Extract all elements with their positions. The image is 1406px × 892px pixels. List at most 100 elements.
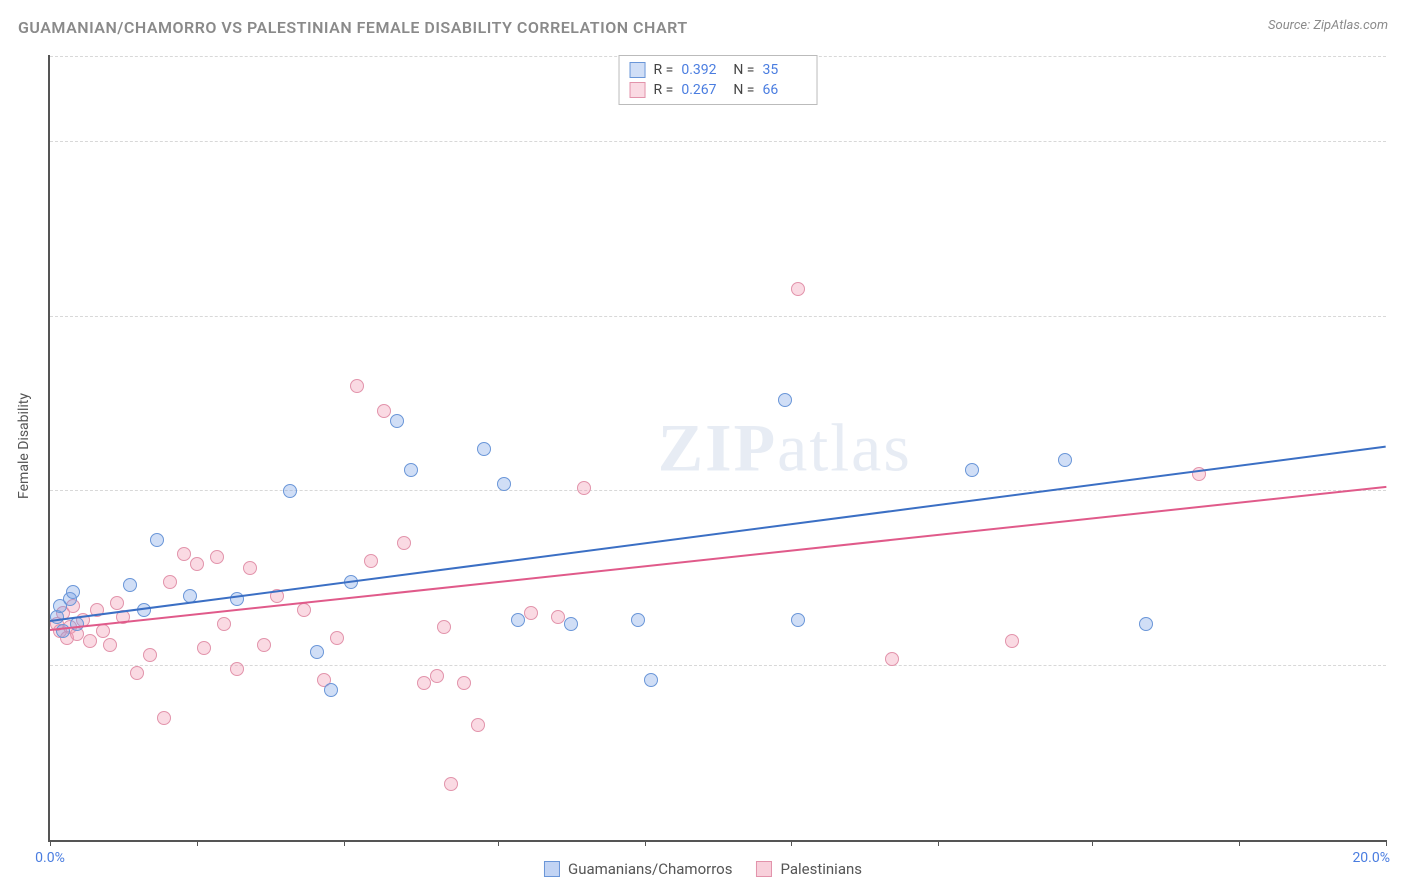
gridline xyxy=(50,141,1386,142)
y-tick-label: 20.0% xyxy=(1394,467,1406,483)
scatter-point xyxy=(551,610,565,624)
legend-item: Guamanians/Chamorros xyxy=(544,860,732,878)
scatter-point xyxy=(243,561,257,575)
chart-title: GUAMANIAN/CHAMORRO VS PALESTINIAN FEMALE… xyxy=(18,18,688,37)
x-tick-mark xyxy=(1239,840,1240,846)
scatter-point xyxy=(197,641,211,655)
x-tick-label: 20.0% xyxy=(1352,850,1390,866)
scatter-point xyxy=(511,613,525,627)
scatter-point xyxy=(457,676,471,690)
scatter-point xyxy=(644,673,658,687)
scatter-point xyxy=(217,617,231,631)
scatter-plot-area: ZIPatlas R =0.392N =35R =0.267N =66 10.0… xyxy=(48,55,1386,842)
legend-swatch xyxy=(756,861,772,877)
scatter-point xyxy=(791,613,805,627)
x-tick-label: 0.0% xyxy=(35,850,65,866)
scatter-point xyxy=(497,477,511,491)
scatter-point xyxy=(364,554,378,568)
x-tick-mark xyxy=(344,840,345,846)
scatter-point xyxy=(965,463,979,477)
scatter-point xyxy=(177,547,191,561)
scatter-point xyxy=(230,662,244,676)
scatter-point xyxy=(885,652,899,666)
scatter-point xyxy=(564,617,578,631)
trend-line xyxy=(50,446,1386,622)
source-attribution: Source: ZipAtlas.com xyxy=(1268,18,1388,33)
scatter-point xyxy=(110,596,124,610)
x-tick-mark xyxy=(498,840,499,846)
scatter-point xyxy=(66,585,80,599)
x-tick-mark xyxy=(938,840,939,846)
scatter-point xyxy=(430,669,444,683)
scatter-point xyxy=(397,536,411,550)
scatter-point xyxy=(324,683,338,697)
scatter-point xyxy=(437,620,451,634)
stat-label-N: N = xyxy=(733,82,754,98)
source-name: ZipAtlas.com xyxy=(1313,18,1388,33)
scatter-point xyxy=(143,648,157,662)
gridline xyxy=(50,665,1386,666)
scatter-point xyxy=(163,575,177,589)
stat-value-R: 0.267 xyxy=(681,82,725,98)
legend-item: Palestinians xyxy=(756,860,862,878)
stat-label-R: R = xyxy=(654,82,674,98)
scatter-point xyxy=(310,645,324,659)
scatter-point xyxy=(103,638,117,652)
x-tick-mark xyxy=(791,840,792,846)
scatter-point xyxy=(297,603,311,617)
gridline xyxy=(50,316,1386,317)
y-axis-label: Female Disability xyxy=(16,393,32,499)
scatter-point xyxy=(404,463,418,477)
legend-label: Palestinians xyxy=(780,860,862,878)
legend-label: Guamanians/Chamorros xyxy=(568,860,732,878)
x-tick-mark xyxy=(50,840,51,846)
scatter-point xyxy=(791,282,805,296)
legend-stats-row: R = 0.392 N = 35 xyxy=(630,60,807,80)
scatter-point xyxy=(56,624,70,638)
legend-swatch xyxy=(630,82,646,98)
scatter-point xyxy=(1005,634,1019,648)
x-tick-mark xyxy=(197,840,198,846)
scatter-point xyxy=(1139,617,1153,631)
scatter-point xyxy=(130,666,144,680)
stat-label-R: R = xyxy=(654,62,674,78)
scatter-point xyxy=(1058,453,1072,467)
y-tick-label: 30.0% xyxy=(1394,293,1406,309)
scatter-point xyxy=(631,613,645,627)
scatter-point xyxy=(83,634,97,648)
series-legend: Guamanians/Chamorros Palestinians xyxy=(544,860,862,878)
chart-header: GUAMANIAN/CHAMORRO VS PALESTINIAN FEMALE… xyxy=(18,18,1388,48)
scatter-point xyxy=(477,442,491,456)
scatter-point xyxy=(190,557,204,571)
legend-swatch xyxy=(630,62,646,78)
scatter-point xyxy=(417,676,431,690)
scatter-point xyxy=(524,606,538,620)
x-tick-mark xyxy=(645,840,646,846)
source-prefix: Source: xyxy=(1268,18,1313,33)
legend-stats-row: R = 0.267 N = 66 xyxy=(630,80,807,100)
stat-value-N: 66 xyxy=(762,82,806,98)
gridline xyxy=(50,490,1386,491)
scatter-point xyxy=(330,631,344,645)
y-tick-label: 10.0% xyxy=(1394,642,1406,658)
scatter-point xyxy=(577,481,591,495)
scatter-point xyxy=(471,718,485,732)
x-tick-mark xyxy=(1092,840,1093,846)
scatter-point xyxy=(444,777,458,791)
scatter-point xyxy=(210,550,224,564)
stat-value-R: 0.392 xyxy=(681,62,725,78)
scatter-point xyxy=(778,393,792,407)
trend-line xyxy=(50,486,1386,631)
scatter-point xyxy=(157,711,171,725)
scatter-point xyxy=(257,638,271,652)
stat-value-N: 35 xyxy=(762,62,806,78)
scatter-point xyxy=(283,484,297,498)
legend-swatch xyxy=(544,861,560,877)
watermark-text: ZIPatlas xyxy=(658,408,912,487)
scatter-point xyxy=(390,414,404,428)
correlation-stats-legend: R = 0.392 N = 35 R = 0.267 N = 66 xyxy=(619,55,818,105)
stat-label-N: N = xyxy=(733,62,754,78)
scatter-point xyxy=(123,578,137,592)
x-tick-mark xyxy=(1386,840,1387,846)
scatter-point xyxy=(377,404,391,418)
